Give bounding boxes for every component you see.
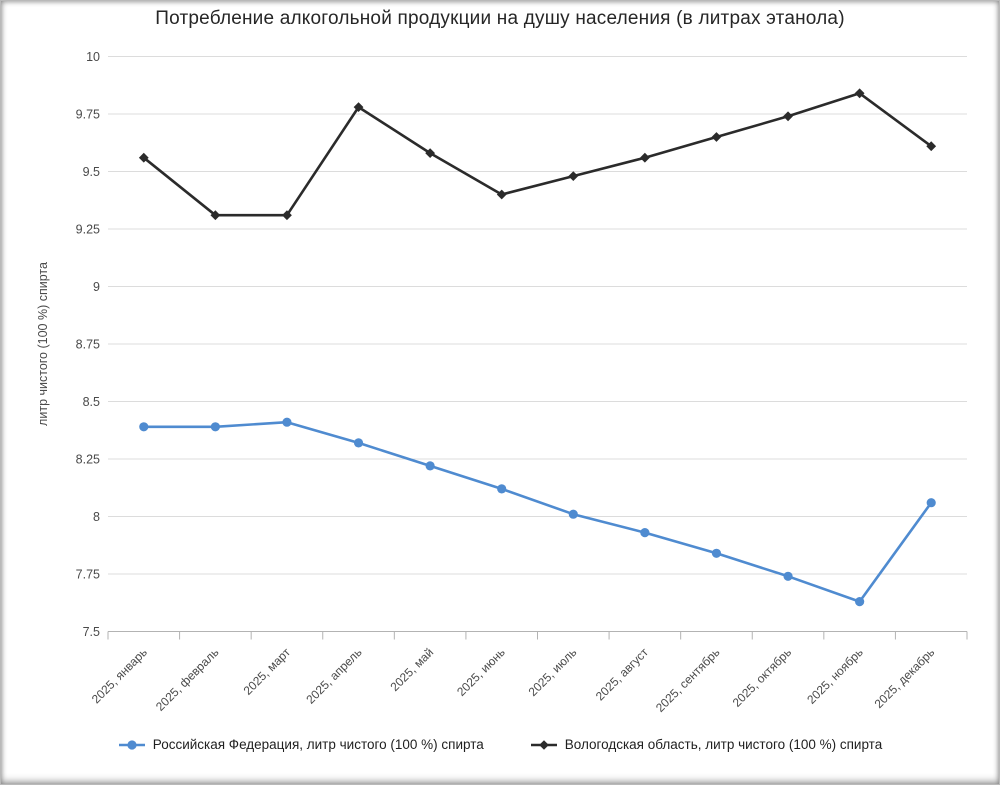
data-point-rf-11[interactable] bbox=[926, 498, 936, 508]
data-point-rf-6[interactable] bbox=[568, 509, 578, 519]
legend: Российская Федерация, литр чистого (100 … bbox=[1, 737, 999, 752]
data-point-vologda-6[interactable] bbox=[568, 171, 579, 181]
x-axis-tick-label: 2025, июнь bbox=[454, 645, 508, 699]
x-axis-tick-label: 2025, ноябрь bbox=[804, 645, 865, 706]
data-point-rf-8[interactable] bbox=[711, 548, 722, 558]
x-axis-tick-label: 2025, май bbox=[387, 645, 436, 694]
y-axis-tick-label: 10 bbox=[86, 50, 100, 64]
data-point-rf-10[interactable] bbox=[855, 597, 865, 607]
data-point-vologda-4[interactable] bbox=[425, 148, 436, 158]
data-point-vologda-11[interactable] bbox=[926, 141, 937, 152]
rf-series-marker-icon bbox=[118, 739, 145, 750]
data-point-rf-7[interactable] bbox=[640, 528, 650, 538]
data-point-rf-2[interactable] bbox=[282, 417, 292, 427]
data-point-rf-1[interactable] bbox=[210, 422, 220, 432]
x-axis-tick-label: 2025, апрель bbox=[303, 645, 364, 706]
x-axis-tick-label: 2025, октябрь bbox=[730, 645, 795, 710]
y-axis-tick-label: 8.5 bbox=[83, 395, 100, 409]
x-axis-tick-label: 2025, март bbox=[241, 645, 294, 698]
y-axis-tick-label: 9.25 bbox=[76, 223, 100, 237]
legend-label-vologda: Вологодская область, литр чистого (100 %… bbox=[564, 737, 883, 752]
data-point-vologda-7[interactable] bbox=[639, 152, 650, 163]
data-point-vologda-5[interactable] bbox=[496, 189, 507, 200]
legend-item-vologda[interactable]: Вологодская область, литр чистого (100 %… bbox=[530, 737, 882, 752]
series-line-rf bbox=[142, 420, 933, 603]
data-point-vologda-8[interactable] bbox=[711, 132, 722, 142]
y-axis-title: литр чистого (100 %) спирта bbox=[36, 262, 50, 426]
data-point-rf-3[interactable] bbox=[353, 438, 364, 448]
vologda-series-marker-icon bbox=[530, 739, 557, 750]
y-axis-tick-label: 7.75 bbox=[76, 568, 100, 582]
y-axis-tick-label: 9.75 bbox=[76, 108, 100, 122]
data-point-rf-4[interactable] bbox=[425, 461, 435, 471]
data-point-rf-9[interactable] bbox=[783, 571, 793, 581]
y-axis-tick-label: 7.5 bbox=[83, 625, 100, 639]
data-point-vologda-0[interactable] bbox=[138, 152, 149, 163]
data-point-vologda-9[interactable] bbox=[783, 111, 793, 122]
y-axis-tick-label: 8.25 bbox=[76, 453, 100, 467]
series-line-vologda bbox=[142, 92, 933, 217]
legend-item-rf[interactable]: Российская Федерация, литр чистого (100 … bbox=[118, 737, 484, 752]
chart-title: Потребление алкогольной продукции на душ… bbox=[155, 8, 845, 29]
data-point-rf-0[interactable] bbox=[139, 422, 149, 432]
data-point-vologda-1[interactable] bbox=[210, 210, 221, 221]
x-axis-tick-label: 2025, декабрь bbox=[872, 645, 938, 711]
data-point-vologda-2[interactable] bbox=[282, 210, 292, 221]
y-axis-tick-label: 9 bbox=[93, 280, 100, 294]
x-axis-tick-label: 2025, июль bbox=[526, 645, 580, 699]
data-point-vologda-3[interactable] bbox=[353, 102, 364, 112]
x-axis-tick-label: 2025, сентябрь bbox=[653, 645, 723, 715]
y-axis-tick-label: 8.75 bbox=[76, 338, 100, 352]
x-axis-tick-label: 2025, август bbox=[593, 645, 651, 703]
x-axis-tick-label: 2025, февраль bbox=[153, 645, 222, 714]
data-point-rf-5[interactable] bbox=[497, 484, 507, 494]
legend-label-rf: Российская Федерация, литр чистого (100 … bbox=[152, 737, 484, 752]
x-axis-tick-label: 2025, январь bbox=[89, 645, 150, 706]
y-axis-tick-label: 8 bbox=[93, 510, 100, 524]
y-axis-tick-label: 9.5 bbox=[83, 165, 100, 179]
data-point-vologda-10[interactable] bbox=[854, 88, 865, 99]
